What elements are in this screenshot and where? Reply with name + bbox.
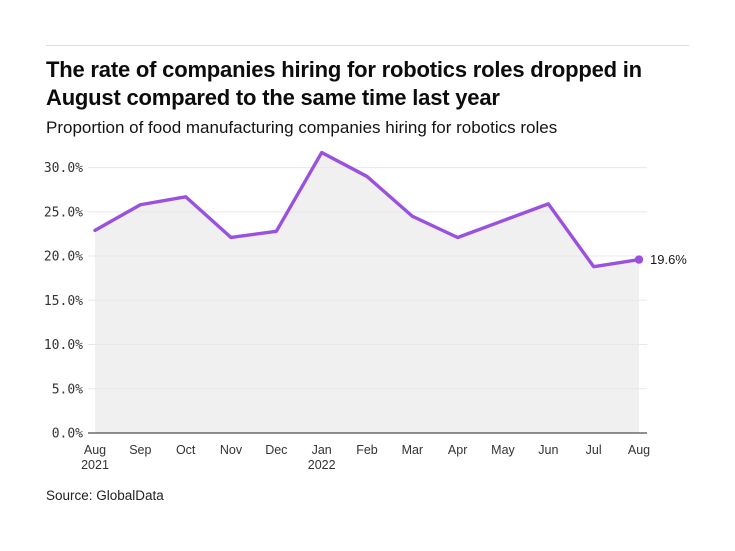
year-label: 2022 (308, 458, 336, 472)
end-point-dot (634, 255, 644, 264)
y-tick-label: 15.0% (44, 294, 83, 309)
page-title-line1: The rate of companies hiring for robotic… (46, 57, 642, 82)
end-value-label: 19.6% (650, 252, 687, 267)
x-tick-label: Jun (538, 443, 558, 457)
x-tick-label: Aug (628, 443, 650, 457)
top-divider (46, 45, 689, 46)
x-tick-label: Sep (129, 443, 151, 457)
x-tick-label: Feb (356, 443, 378, 457)
y-tick-label: 30.0% (44, 161, 83, 176)
y-tick-label: 20.0% (44, 250, 83, 265)
year-label: 2021 (81, 458, 109, 472)
y-tick-label: 25.0% (44, 205, 83, 220)
x-tick-label: Apr (448, 443, 467, 457)
x-tick-label: Mar (402, 443, 424, 457)
page-title-line2: August compared to the same time last ye… (46, 85, 500, 110)
page-title: The rate of companies hiring for robotic… (46, 56, 706, 112)
chart-subtitle: Proportion of food manufacturing compani… (46, 118, 558, 137)
x-tick-label: Jul (586, 443, 602, 457)
x-tick-label: May (491, 443, 515, 457)
y-tick-label: 10.0% (44, 338, 83, 353)
area-fill (95, 152, 639, 433)
y-tick-label: 5.0% (52, 382, 83, 397)
data-line (93, 150, 641, 269)
source-attribution: Source: GlobalData (46, 488, 164, 503)
y-tick-label: 0.0% (52, 427, 83, 442)
x-tick-label: Dec (265, 443, 287, 457)
x-tick-label: Jan (312, 443, 332, 457)
x-tick-label: Aug (84, 443, 106, 457)
x-tick-label: Oct (176, 443, 196, 457)
x-tick-label: Nov (220, 443, 243, 457)
